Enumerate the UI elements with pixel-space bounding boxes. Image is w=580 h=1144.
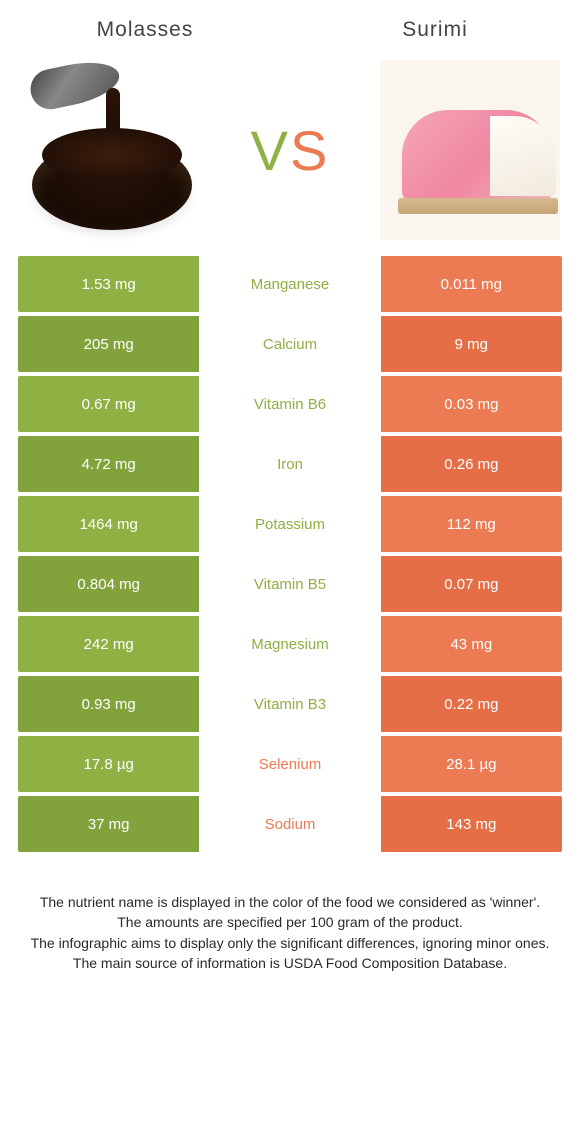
table-row: 0.93 mgVitamin B30.22 mg (18, 676, 562, 732)
value-left: 37 mg (18, 796, 199, 852)
value-left: 242 mg (18, 616, 199, 672)
value-right: 28.1 µg (381, 736, 562, 792)
nutrient-name: Vitamin B5 (199, 556, 380, 612)
value-right: 0.011 mg (381, 256, 562, 312)
footer-line: The amounts are specified per 100 gram o… (28, 912, 552, 932)
value-left: 0.804 mg (18, 556, 199, 612)
comparison-table: 1.53 mgManganese0.011 mg205 mgCalcium9 m… (0, 250, 580, 852)
value-left: 17.8 µg (18, 736, 199, 792)
value-left: 0.93 mg (18, 676, 199, 732)
table-row: 0.67 mgVitamin B60.03 mg (18, 376, 562, 432)
value-right: 9 mg (381, 316, 562, 372)
value-left: 4.72 mg (18, 436, 199, 492)
table-row: 17.8 µgSelenium28.1 µg (18, 736, 562, 792)
value-right: 0.03 mg (381, 376, 562, 432)
footer-line: The nutrient name is displayed in the co… (28, 892, 552, 912)
nutrient-name: Vitamin B6 (199, 376, 380, 432)
food-name-right: Surimi (290, 18, 580, 42)
value-right: 143 mg (381, 796, 562, 852)
value-right: 0.07 mg (381, 556, 562, 612)
surimi-image (380, 60, 560, 240)
nutrient-name: Potassium (199, 496, 380, 552)
nutrient-name: Iron (199, 436, 380, 492)
nutrient-name: Manganese (199, 256, 380, 312)
footer-line: The infographic aims to display only the… (28, 933, 552, 953)
molasses-image (20, 60, 200, 240)
value-right: 0.26 mg (381, 436, 562, 492)
nutrient-name: Magnesium (199, 616, 380, 672)
table-row: 205 mgCalcium9 mg (18, 316, 562, 372)
value-right: 0.22 mg (381, 676, 562, 732)
table-row: 1464 mgPotassium112 mg (18, 496, 562, 552)
footer-line: The main source of information is USDA F… (28, 953, 552, 973)
table-row: 0.804 mgVitamin B50.07 mg (18, 556, 562, 612)
value-right: 43 mg (381, 616, 562, 672)
value-left: 0.67 mg (18, 376, 199, 432)
nutrient-name: Calcium (199, 316, 380, 372)
images-row: VS (0, 56, 580, 250)
table-row: 37 mgSodium143 mg (18, 796, 562, 852)
nutrient-name: Vitamin B3 (199, 676, 380, 732)
table-row: 4.72 mgIron0.26 mg (18, 436, 562, 492)
nutrient-name: Selenium (199, 736, 380, 792)
footer-notes: The nutrient name is displayed in the co… (0, 856, 580, 973)
table-row: 1.53 mgManganese0.011 mg (18, 256, 562, 312)
food-name-left: Molasses (0, 18, 290, 42)
value-left: 205 mg (18, 316, 199, 372)
value-right: 112 mg (381, 496, 562, 552)
header: Molasses Surimi (0, 0, 580, 56)
table-row: 242 mgMagnesium43 mg (18, 616, 562, 672)
value-left: 1464 mg (18, 496, 199, 552)
value-left: 1.53 mg (18, 256, 199, 312)
vs-label: VS (251, 118, 330, 183)
nutrient-name: Sodium (199, 796, 380, 852)
